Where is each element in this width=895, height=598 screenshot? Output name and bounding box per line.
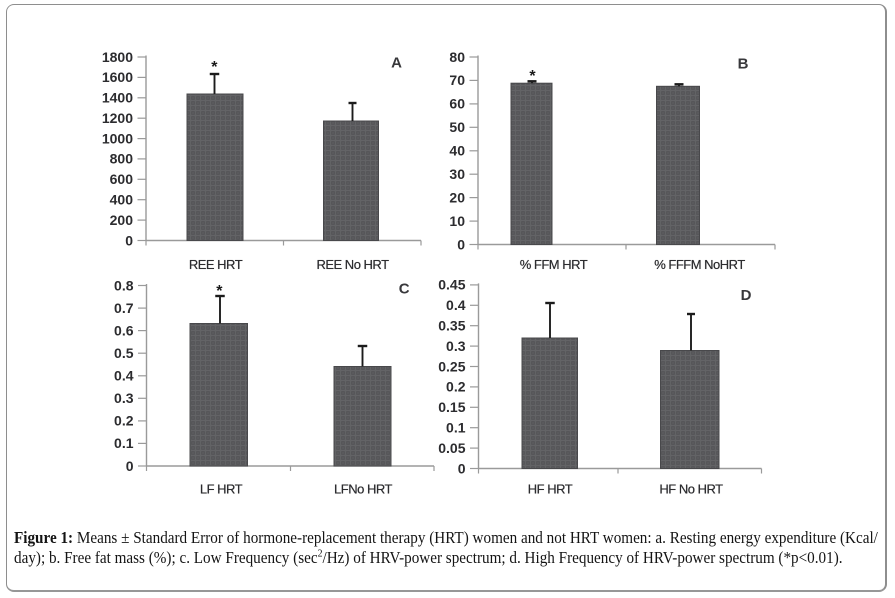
- svg-text:0: 0: [125, 232, 133, 248]
- svg-text:10: 10: [449, 213, 465, 229]
- svg-text:0.35: 0.35: [438, 318, 465, 334]
- svg-text:*: *: [529, 68, 536, 85]
- svg-text:0.2: 0.2: [114, 413, 134, 429]
- svg-text:A: A: [391, 55, 402, 72]
- svg-text:HF No HRT: HF No HRT: [659, 482, 723, 497]
- svg-text:REE No HRT: REE No HRT: [316, 257, 389, 272]
- svg-text:0: 0: [458, 460, 466, 476]
- svg-text:1400: 1400: [102, 90, 133, 106]
- svg-text:40: 40: [449, 143, 465, 159]
- svg-text:REE HRT: REE HRT: [189, 257, 243, 272]
- svg-text:0.1: 0.1: [114, 435, 134, 451]
- svg-text:400: 400: [110, 192, 134, 208]
- svg-text:0.4: 0.4: [446, 297, 466, 313]
- svg-text:70: 70: [449, 72, 465, 88]
- svg-text:1600: 1600: [102, 69, 133, 85]
- svg-text:B: B: [738, 56, 749, 73]
- svg-text:50: 50: [449, 119, 465, 135]
- svg-text:0.45: 0.45: [438, 277, 465, 293]
- svg-text:0: 0: [457, 236, 465, 252]
- svg-text:1800: 1800: [102, 49, 133, 65]
- svg-text:600: 600: [110, 171, 134, 187]
- svg-text:HF HRT: HF HRT: [528, 482, 573, 497]
- svg-text:0.05: 0.05: [438, 440, 465, 456]
- svg-text:*: *: [211, 59, 218, 76]
- svg-text:*: *: [216, 283, 223, 300]
- svg-text:0.2: 0.2: [446, 379, 466, 395]
- svg-text:LF HRT: LF HRT: [200, 482, 243, 497]
- svg-text:D: D: [741, 287, 752, 304]
- svg-text:0.1: 0.1: [446, 420, 466, 436]
- svg-text:0.3: 0.3: [446, 338, 466, 354]
- svg-text:LFNo HRT: LFNo HRT: [334, 482, 392, 497]
- svg-text:1200: 1200: [102, 110, 133, 126]
- svg-text:20: 20: [449, 189, 465, 205]
- svg-text:0.7: 0.7: [114, 300, 134, 316]
- svg-text:800: 800: [110, 151, 134, 167]
- svg-text:200: 200: [110, 212, 134, 228]
- svg-text:80: 80: [449, 49, 465, 65]
- svg-text:0.6: 0.6: [114, 322, 134, 338]
- svg-text:0.3: 0.3: [114, 390, 134, 406]
- svg-text:0: 0: [126, 458, 134, 474]
- svg-text:% FFM HRT: % FFM HRT: [520, 257, 588, 272]
- svg-text:0.5: 0.5: [114, 345, 134, 361]
- svg-text:60: 60: [449, 96, 465, 112]
- svg-text:1000: 1000: [102, 130, 133, 146]
- svg-text:0.8: 0.8: [114, 277, 134, 293]
- svg-text:0.4: 0.4: [114, 368, 134, 384]
- svg-text:30: 30: [449, 166, 465, 182]
- svg-text:0.25: 0.25: [438, 358, 465, 374]
- svg-text:0.15: 0.15: [438, 399, 465, 415]
- svg-text:C: C: [399, 280, 410, 297]
- svg-text:% FFFM NoHRT: % FFFM NoHRT: [654, 257, 745, 272]
